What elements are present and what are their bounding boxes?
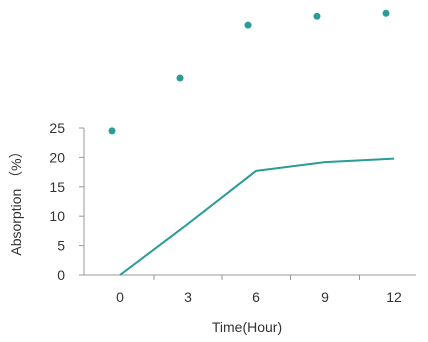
scatter-point xyxy=(244,21,252,29)
y-tick-label: 15 xyxy=(49,179,65,195)
scatter-point xyxy=(382,9,390,17)
axes xyxy=(83,128,416,276)
x-tick-label: 0 xyxy=(116,289,124,305)
x-tick-label: 6 xyxy=(252,289,260,305)
scatter-point xyxy=(108,127,116,135)
y-axis: 0 5 10 15 20 25 xyxy=(49,120,84,283)
plot-area xyxy=(108,9,395,276)
x-tick-label: 9 xyxy=(321,289,329,305)
y-tick-label: 5 xyxy=(57,238,65,254)
x-axis: 0 3 6 9 12 xyxy=(116,275,402,305)
x-tick-label: 3 xyxy=(184,289,192,305)
x-axis-title: Time(Hour) xyxy=(212,319,282,335)
y-tick-label: 0 xyxy=(57,267,65,283)
scatter-point xyxy=(176,74,184,82)
y-axis-title: Absorption （%） xyxy=(8,144,24,255)
y-tick-label: 25 xyxy=(49,120,65,136)
y-tick-label: 20 xyxy=(49,149,65,165)
y-tick-label: 10 xyxy=(49,208,65,224)
x-tick-label: 12 xyxy=(386,289,402,305)
scatter-point xyxy=(313,12,321,20)
series-line xyxy=(119,157,395,276)
